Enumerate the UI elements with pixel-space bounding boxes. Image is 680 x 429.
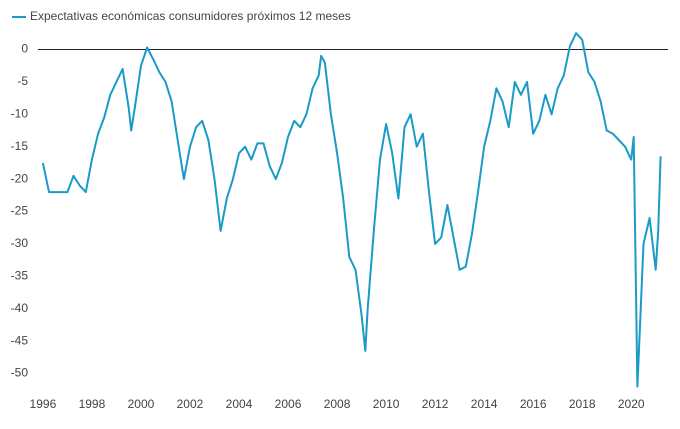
x-tick-label: 2006 bbox=[275, 397, 302, 411]
x-tick-label: 1998 bbox=[79, 397, 106, 411]
x-tick-label: 1996 bbox=[30, 397, 57, 411]
legend-label: Expectativas económicas consumidores pró… bbox=[30, 9, 351, 23]
x-tick-label: 2012 bbox=[422, 397, 449, 411]
y-tick-label: -15 bbox=[11, 139, 29, 153]
data-line bbox=[41, 32, 662, 388]
x-tick-label: 2002 bbox=[177, 397, 204, 411]
x-tick-label: 2008 bbox=[324, 397, 351, 411]
y-tick-label: -10 bbox=[11, 106, 29, 120]
y-tick-label: -45 bbox=[11, 333, 29, 347]
y-tick-label: -40 bbox=[11, 301, 29, 315]
x-tick-label: 2020 bbox=[618, 397, 645, 411]
y-tick-label: 0 bbox=[21, 42, 28, 56]
y-tick-label: -50 bbox=[11, 366, 29, 380]
x-tick-label: 2014 bbox=[471, 397, 498, 411]
y-tick-label: -25 bbox=[11, 204, 29, 218]
x-tick-label: 2016 bbox=[520, 397, 547, 411]
x-tick-label: 2004 bbox=[226, 397, 253, 411]
y-tick-label: -20 bbox=[11, 171, 29, 185]
x-tick-label: 2010 bbox=[373, 397, 400, 411]
y-tick-label: -30 bbox=[11, 236, 29, 250]
y-tick-label: -35 bbox=[11, 268, 29, 282]
x-tick-label: 2000 bbox=[128, 397, 155, 411]
x-tick-label: 2018 bbox=[569, 397, 596, 411]
y-tick-label: -5 bbox=[17, 74, 28, 88]
